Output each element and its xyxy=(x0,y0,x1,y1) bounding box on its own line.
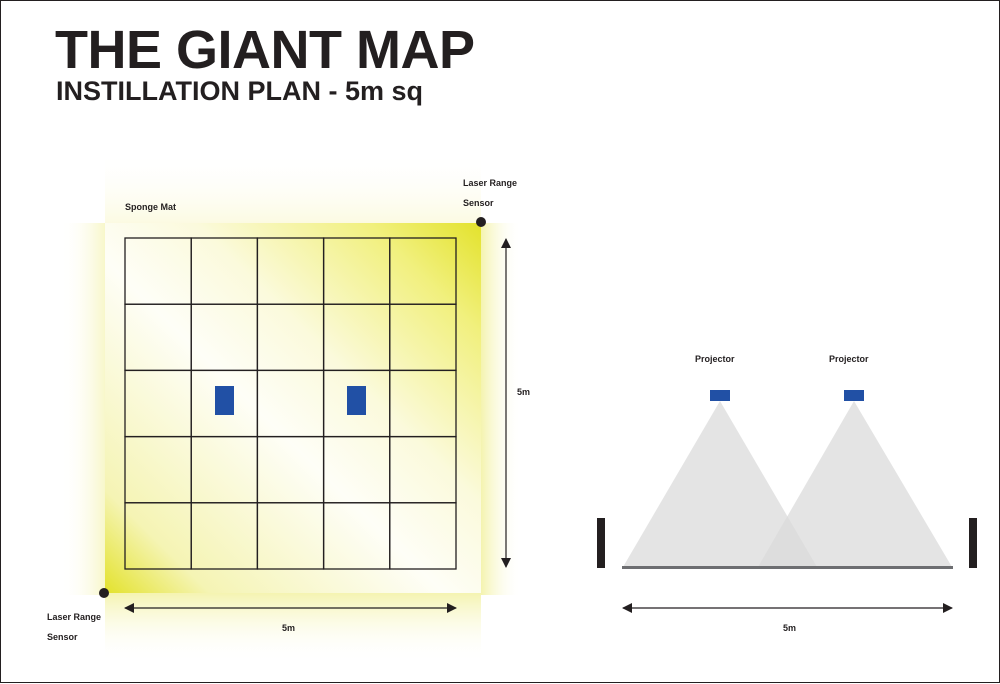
projector-icon xyxy=(710,390,730,401)
wall-post-left xyxy=(597,518,605,568)
laser-sensor-dot xyxy=(99,588,109,598)
width-dimension-label: 5m xyxy=(282,623,296,633)
projector-label-right: Projector xyxy=(829,354,869,364)
sponge-mat-label: Sponge Mat xyxy=(125,202,176,212)
projector-top-view xyxy=(215,386,234,415)
side-view xyxy=(597,390,977,613)
laser-sensor-dot xyxy=(476,217,486,227)
plan-view xyxy=(61,151,521,662)
tile-grid xyxy=(124,237,457,570)
sensor-label-line: Sensor xyxy=(47,632,78,642)
sensor-label-bottom-left: Laser Range Sensor xyxy=(47,607,101,647)
projector-label-left: Projector xyxy=(695,354,735,364)
sensor-label-top-right: Laser Range Sensor xyxy=(463,173,517,213)
page-subtitle: INSTILLATION PLAN - 5m sq xyxy=(56,76,424,106)
projection-beam xyxy=(758,401,952,567)
height-dimension-label: 5m xyxy=(517,387,531,397)
mat-glow-right xyxy=(481,223,521,595)
mat-glow-top xyxy=(105,151,481,223)
floor-line xyxy=(622,566,953,569)
sensor-label-line: Sensor xyxy=(463,198,494,208)
sponge-mat xyxy=(105,223,481,593)
sensor-label-line: Laser Range xyxy=(463,178,518,188)
page-title: THE GIANT MAP xyxy=(55,20,475,80)
side-width-dimension-label: 5m xyxy=(783,623,797,633)
projection-beam xyxy=(623,401,817,567)
wall-post-right xyxy=(969,518,977,568)
grid-tile xyxy=(389,502,457,570)
mat-glow-left xyxy=(61,223,105,595)
projector-top-view xyxy=(347,386,366,415)
sensor-label-line: Laser Range xyxy=(47,612,102,622)
projector-icon xyxy=(844,390,864,401)
